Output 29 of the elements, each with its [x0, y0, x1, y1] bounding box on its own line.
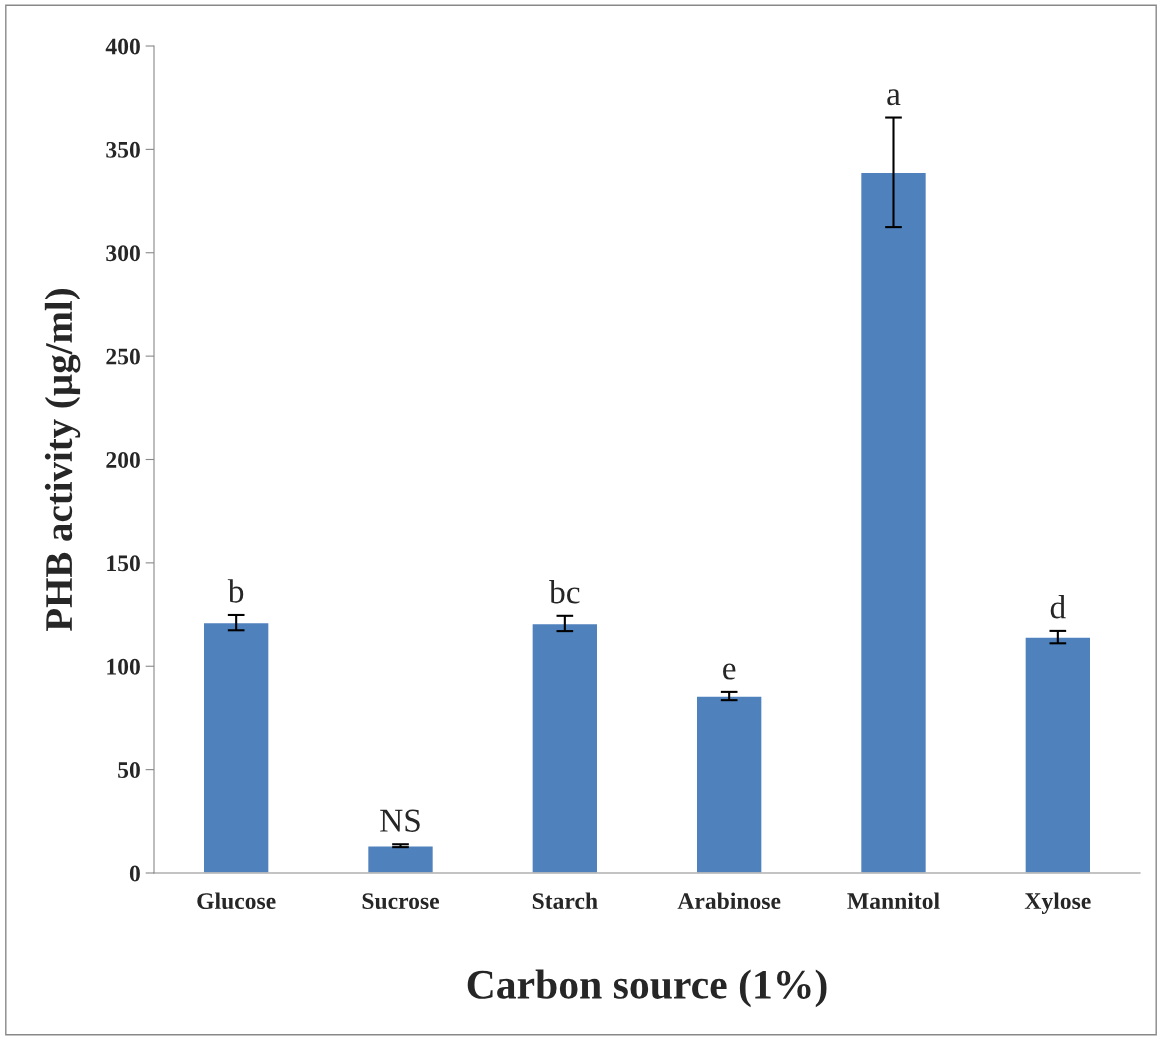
- y-tick-label: 250: [106, 348, 140, 365]
- bar: [366, 845, 435, 873]
- annotation: NS: [380, 809, 420, 832]
- bar: [531, 622, 599, 873]
- annotation: d: [1050, 595, 1066, 619]
- y-tick-label: 400: [105, 38, 140, 55]
- y-tick-label: 50: [118, 762, 140, 779]
- y-tick-label: 350: [106, 141, 140, 158]
- x-axis-title: Carbon source (1%): [467, 969, 827, 1008]
- x-tick-label: Sucrose: [362, 893, 440, 910]
- x-tick-label: Mannitol: [847, 892, 940, 910]
- bar: [695, 695, 763, 873]
- y-tick-label: 150: [107, 555, 140, 572]
- x-tick-label: Glucose: [197, 892, 276, 910]
- bar: [202, 621, 270, 873]
- y-tick-label: 200: [106, 451, 140, 468]
- annotation: a: [887, 89, 901, 106]
- bar: [1024, 636, 1092, 873]
- x-tick-label: Xylose: [1024, 892, 1091, 914]
- x-tick-label: Arabinose: [677, 892, 781, 910]
- y-tick-label: 300: [106, 245, 140, 262]
- annotation: e: [723, 663, 736, 680]
- annotation: b: [227, 579, 244, 603]
- bar: [859, 171, 928, 873]
- y-axis-title: PHB activity (µg/ml): [44, 289, 81, 631]
- y-tick-label: 100: [107, 658, 140, 675]
- y-tick-label: 0: [129, 865, 140, 882]
- annotation: bc: [549, 580, 580, 604]
- x-tick-label: Starch: [532, 892, 598, 910]
